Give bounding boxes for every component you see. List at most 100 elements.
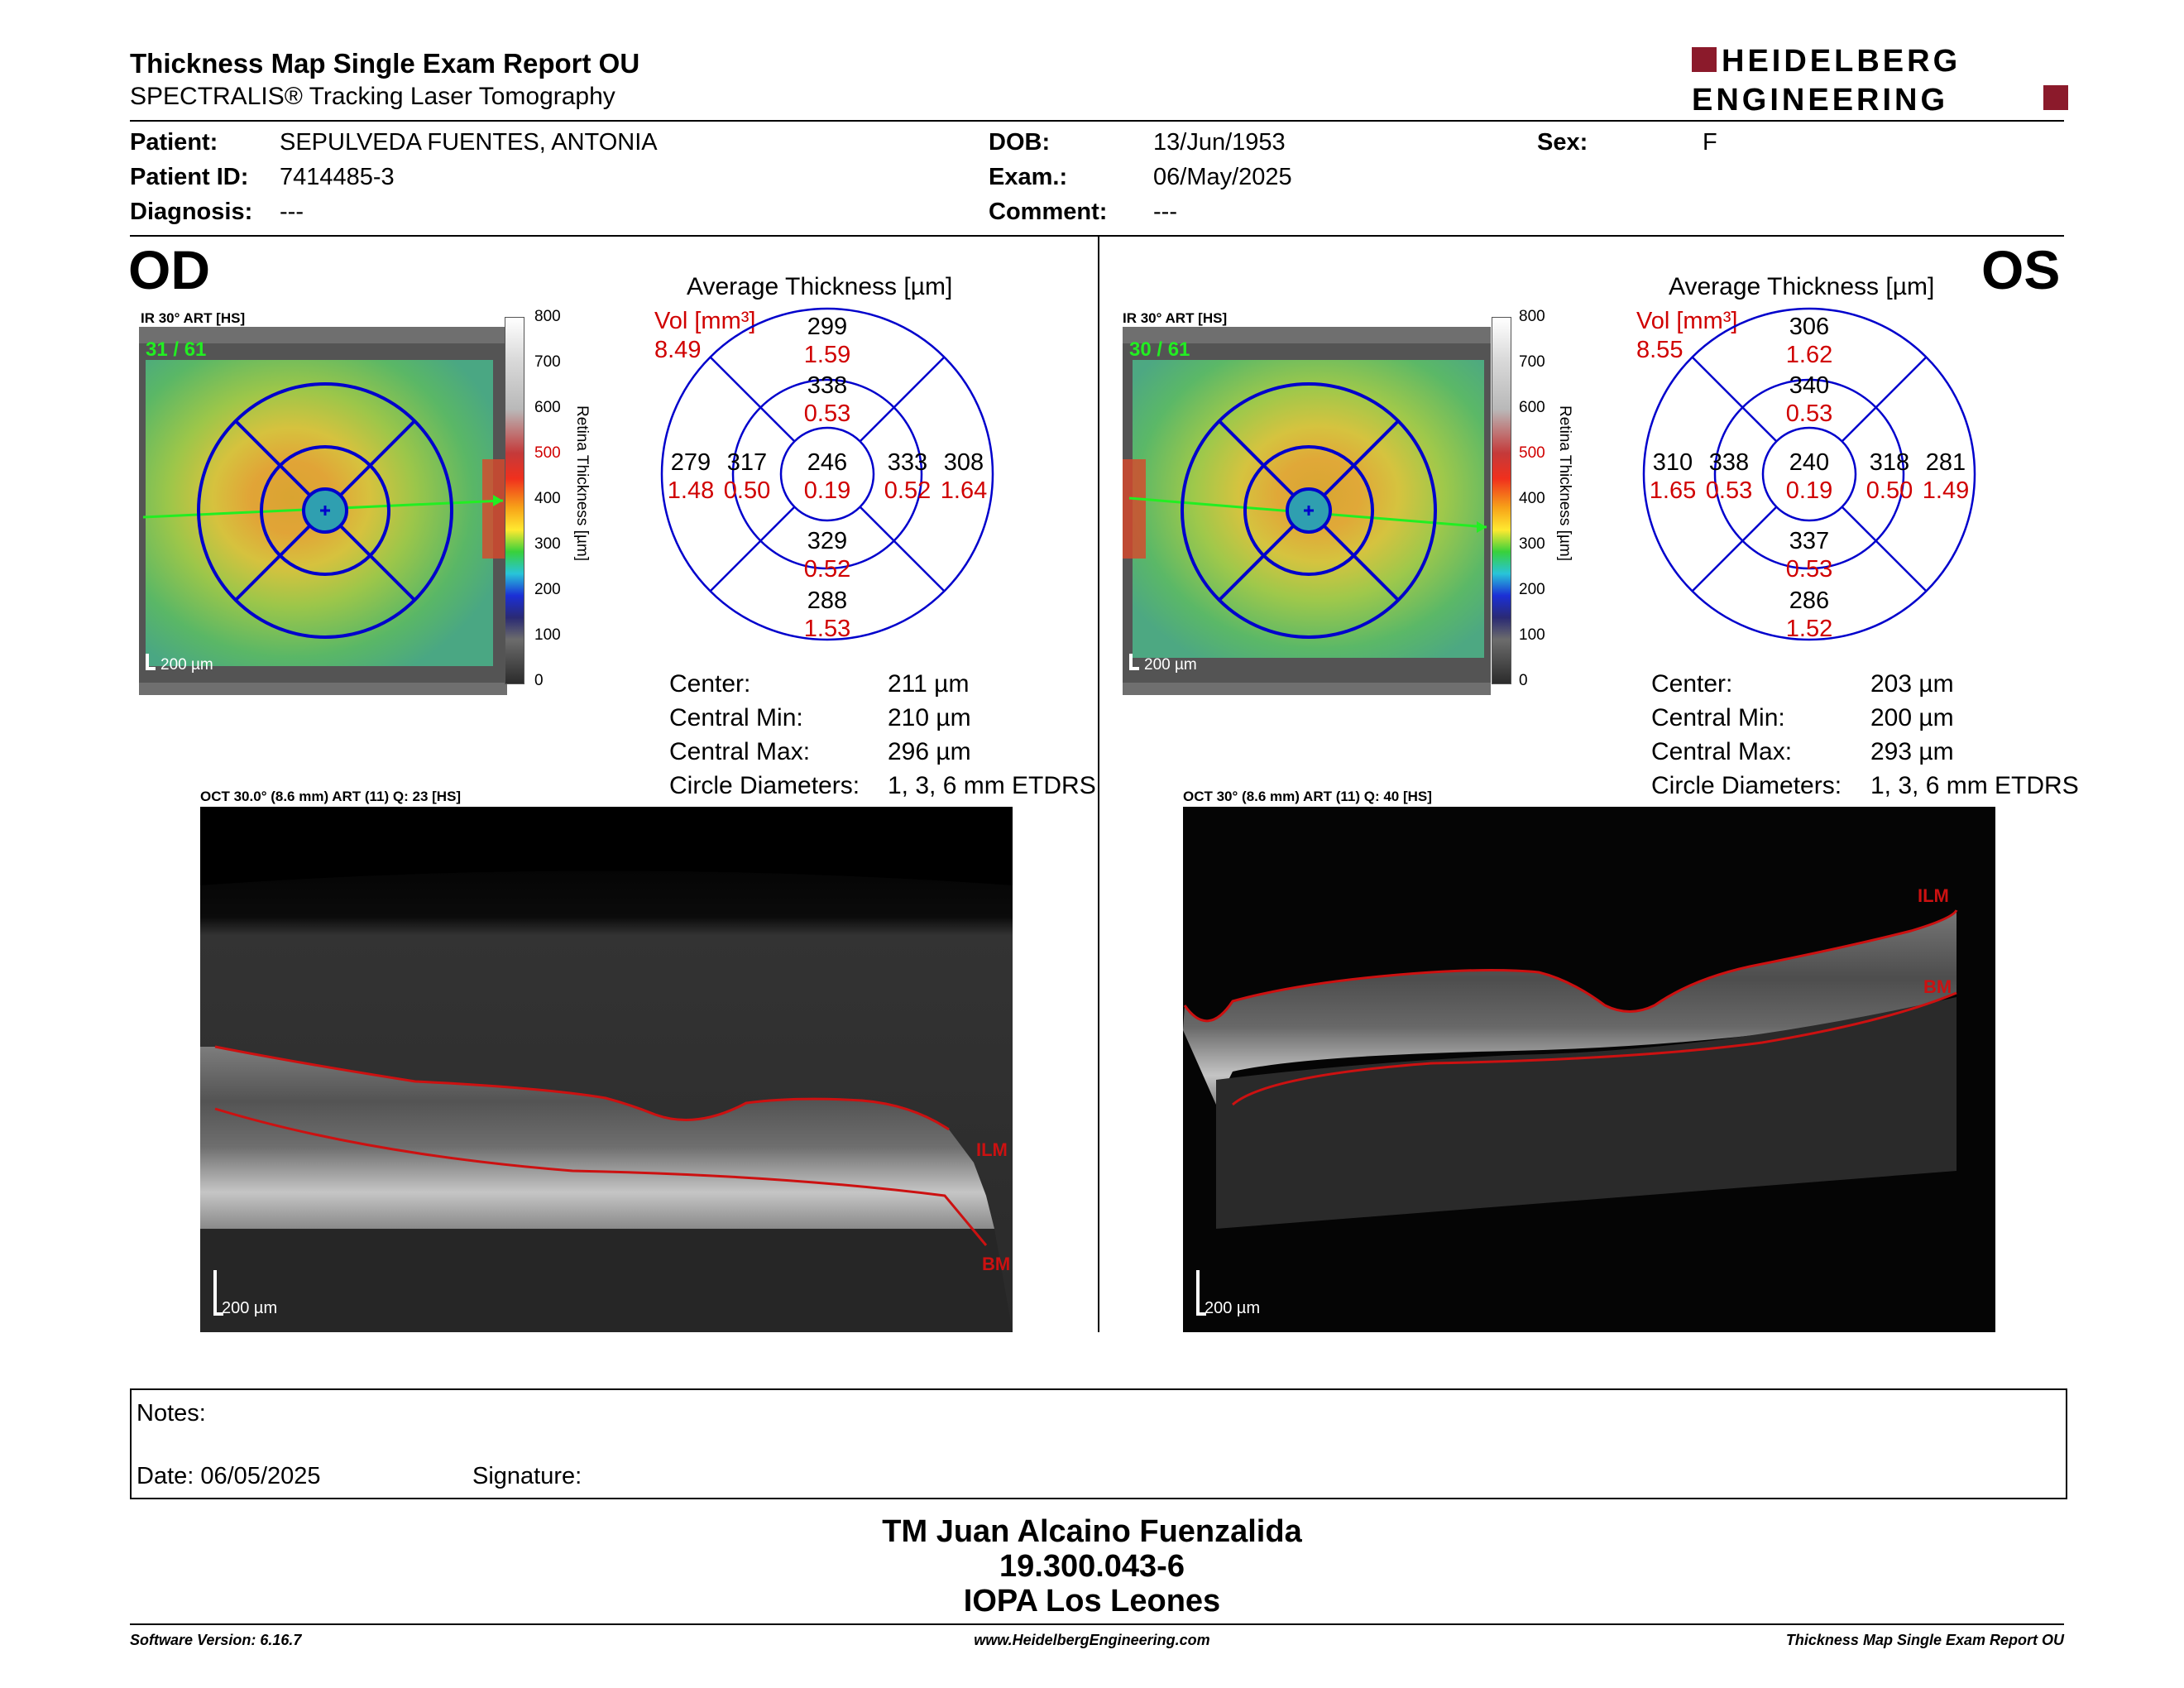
diagnosis-label: Diagnosis:	[130, 199, 253, 225]
os-oct-caption: OCT 30° (8.6 mm) ART (11) Q: 40 [HS]	[1183, 789, 1432, 804]
footer-report-name: Thickness Map Single Exam Report OU	[1785, 1632, 2064, 1648]
od-central-max-label: Central Max:	[669, 738, 811, 765]
od-outer-left-thickness: 279	[671, 449, 711, 476]
od-outer-right-thickness: 308	[944, 449, 984, 476]
os-center-volume: 0.19	[1786, 477, 1832, 504]
od-tick-700: 700	[534, 353, 561, 371]
os-tick-300: 300	[1519, 535, 1545, 553]
os-inner-left-thickness: 338	[1709, 449, 1749, 476]
od-outer-right-volume: 1.64	[941, 477, 987, 504]
heidelberg-logo: HEIDELBERG ENGINEERING	[1692, 46, 2068, 113]
os-inner-left-volume: 0.53	[1706, 477, 1752, 504]
od-eye-label: OD	[128, 239, 210, 300]
clinic-name: IOPA Los Leones	[963, 1584, 1221, 1618]
os-inner-right-thickness: 318	[1870, 449, 1909, 476]
footer-divider	[130, 1623, 2064, 1625]
od-center-label: Center:	[669, 670, 751, 698]
os-tick-500: 500	[1519, 444, 1545, 462]
report-title: Thickness Map Single Exam Report OU	[130, 48, 640, 79]
notes-label: Notes:	[136, 1400, 206, 1427]
website-link[interactable]: www.HeidelbergEngineering.com	[974, 1632, 1210, 1648]
technician-id: 19.300.043-6	[999, 1549, 1185, 1584]
os-inner-right-volume: 0.50	[1866, 477, 1913, 504]
od-circle-diam-label: Circle Diameters:	[669, 772, 860, 799]
od-outer-sup-thickness: 299	[807, 314, 847, 340]
od-tick-100: 100	[534, 626, 561, 644]
report-subtitle: SPECTRALIS® Tracking Laser Tomography	[130, 83, 615, 110]
os-tick-200: 200	[1519, 581, 1545, 598]
od-outer-inf-thickness: 288	[807, 587, 847, 614]
patient-name: SEPULVEDA FUENTES, ANTONIA	[280, 129, 658, 156]
dob-value: 13/Jun/1953	[1153, 129, 1286, 156]
os-outer-right-volume: 1.49	[1923, 477, 1969, 504]
logo-line2: ENGINEERING	[1692, 83, 1948, 113]
od-inner-sup-thickness: 338	[807, 372, 847, 399]
exam-value: 06/May/2025	[1153, 164, 1292, 190]
od-center-volume: 0.19	[804, 477, 850, 504]
od-central-min-label: Central Min:	[669, 704, 803, 731]
os-outer-left-volume: 1.65	[1650, 477, 1696, 504]
notes-box[interactable]: Notes: Date: 06/05/2025 Signature:	[130, 1388, 2067, 1499]
os-outer-inf-thickness: 286	[1789, 587, 1829, 614]
od-tick-600: 600	[534, 399, 561, 416]
eye-divider	[1098, 237, 1099, 1332]
os-ilm-label: ILM	[1918, 885, 1949, 906]
patient-label: Patient:	[130, 129, 218, 156]
logo-line1: HEIDELBERG	[1722, 46, 1961, 79]
os-eye-label: OS	[1981, 239, 2061, 300]
od-inner-inf-volume: 0.52	[804, 556, 850, 583]
od-tick-200: 200	[534, 581, 561, 598]
od-center-value: 211 µm	[888, 670, 970, 698]
technician-name: TM Juan Alcaino Fuenzalida	[882, 1514, 1302, 1549]
od-outer-sup-volume: 1.59	[804, 342, 850, 368]
od-inner-left-volume: 0.50	[724, 477, 770, 504]
os-center-thickness: 240	[1789, 449, 1829, 476]
comment-value: ---	[1153, 199, 1177, 225]
os-outer-sup-thickness: 306	[1789, 314, 1829, 340]
os-tick-700: 700	[1519, 353, 1545, 371]
os-tick-400: 400	[1519, 490, 1545, 507]
os-vol-value: 8.55	[1636, 337, 1684, 363]
od-fundus-scale: 200 µm	[160, 656, 213, 674]
od-etdrs-grid: 299 1.59 338 0.53 246 0.19 317 0.50 333 …	[660, 307, 994, 642]
os-colorbar-ticks: 800 700 600 500 400 300 200 100 0	[1519, 308, 1552, 697]
od-ilm-label: ILM	[976, 1139, 1008, 1160]
os-ir-caption: IR 30° ART [HS]	[1123, 310, 1228, 326]
patient-divider	[130, 235, 2064, 237]
od-tick-300: 300	[534, 535, 561, 553]
os-circle-diam-value: 1, 3, 6 mm ETDRS	[1870, 772, 2079, 799]
od-inner-inf-thickness: 329	[807, 528, 847, 554]
comment-label: Comment:	[989, 199, 1108, 225]
od-tick-0: 0	[534, 672, 544, 689]
os-vol-label: Vol [mm³]	[1636, 308, 1738, 334]
od-colorbar-axis-label: Retina Thickness [µm]	[573, 405, 591, 561]
od-oct-bscan: ILM BM 200 µm	[200, 807, 1013, 1332]
os-center-value: 203 µm	[1870, 670, 1954, 698]
od-thickness-colorbar	[505, 317, 524, 684]
od-inner-left-thickness: 317	[727, 449, 767, 476]
od-colorbar-ticks: 800 700 600 500 400 300 200 100 0	[534, 308, 568, 697]
os-outer-sup-volume: 1.62	[1786, 342, 1832, 368]
os-oct-bscan: ILM BM 200 µm	[1183, 807, 1995, 1332]
os-inner-sup-thickness: 340	[1789, 372, 1829, 399]
os-central-min-label: Central Min:	[1651, 704, 1785, 731]
os-etdrs-grid: 306 1.62 340 0.53 240 0.19 338 0.53 318 …	[1642, 307, 1976, 642]
os-bm-label: BM	[1923, 976, 1952, 997]
sex-label: Sex:	[1537, 129, 1588, 156]
od-central-min-value: 210 µm	[888, 704, 971, 731]
os-thickness-colorbar	[1492, 317, 1511, 684]
diagnosis-value: ---	[280, 199, 304, 225]
os-oct-scale: 200 µm	[1205, 1299, 1260, 1317]
os-center-label: Center:	[1651, 670, 1733, 698]
dob-label: DOB:	[989, 129, 1051, 156]
sex-value: F	[1703, 129, 1717, 156]
os-outer-inf-volume: 1.52	[1786, 616, 1832, 642]
od-inner-sup-volume: 0.53	[804, 400, 850, 427]
exam-label: Exam.:	[989, 164, 1068, 190]
patient-id: 7414485-3	[280, 164, 395, 190]
os-central-max-label: Central Max:	[1651, 738, 1793, 765]
od-outer-left-volume: 1.48	[668, 477, 714, 504]
notes-date: Date: 06/05/2025	[136, 1463, 321, 1489]
os-tick-600: 600	[1519, 399, 1545, 416]
od-central-max-value: 296 µm	[888, 738, 971, 765]
